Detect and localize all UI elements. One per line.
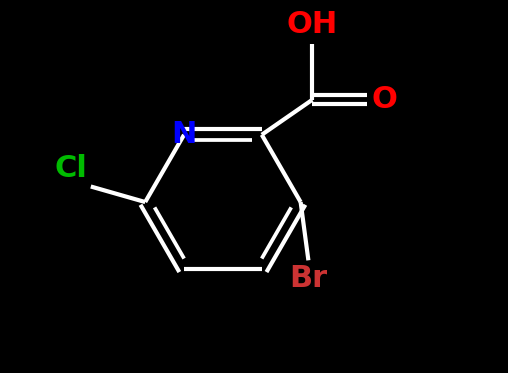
- Text: OH: OH: [287, 10, 338, 39]
- Text: O: O: [371, 85, 397, 114]
- Text: Br: Br: [290, 264, 328, 293]
- Text: N: N: [171, 120, 197, 149]
- Text: Cl: Cl: [54, 154, 87, 183]
